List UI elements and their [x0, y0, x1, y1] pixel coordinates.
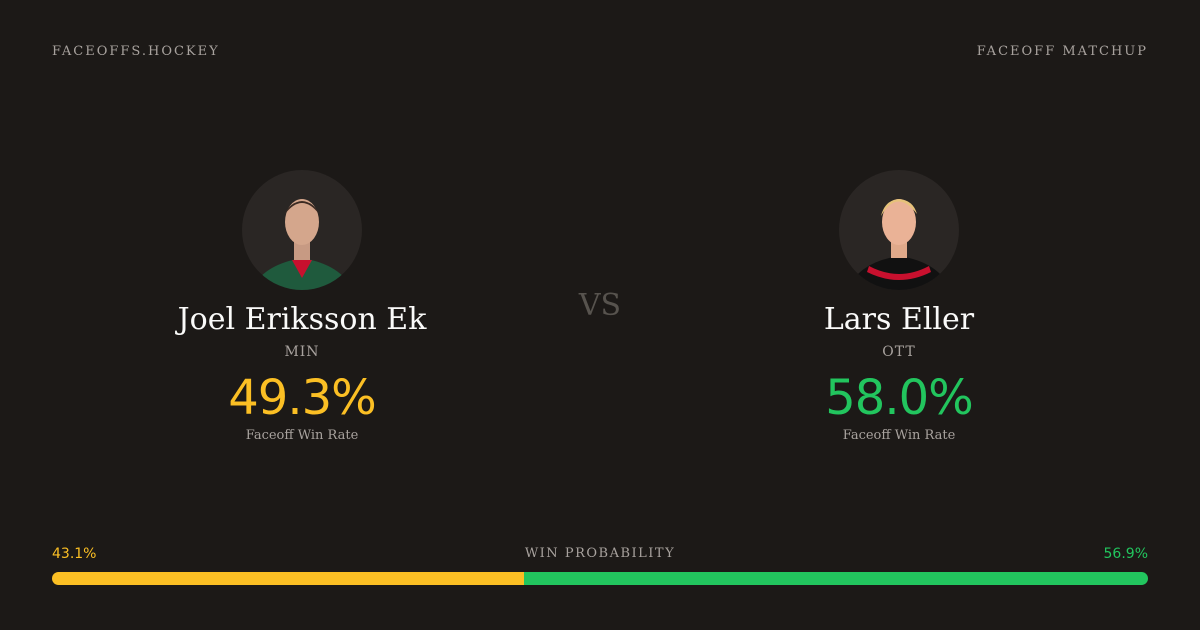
player-team: MIN	[284, 344, 320, 360]
player-rate: 49.3%	[228, 370, 376, 426]
player-rate: 58.0%	[825, 370, 973, 426]
player-team: OTT	[882, 344, 916, 360]
player-name: Joel Eriksson Ek	[177, 302, 427, 337]
player-name: Lars Eller	[823, 302, 975, 337]
versus: VS	[578, 288, 622, 323]
player-photo	[242, 170, 362, 290]
rate-label: Faceoff Win Rate	[842, 428, 956, 443]
probability-segment	[52, 572, 525, 585]
probability-bar	[52, 572, 1148, 585]
right-probability: 56.9%	[1103, 546, 1148, 562]
rate-label: Faceoff Win Rate	[245, 428, 359, 443]
probability-title: WIN PROBABILITY	[524, 546, 676, 561]
probability-segment	[524, 572, 1148, 585]
player-photo	[839, 170, 959, 290]
player-left: Joel Eriksson Ek MIN 49.3% Faceoff Win R…	[102, 170, 502, 443]
card-tag: FACEOFF MATCHUP	[976, 44, 1148, 59]
left-probability: 43.1%	[52, 546, 97, 562]
site-name: FACEOFFS.HOCKEY	[52, 44, 220, 59]
player-right: Lars Eller OTT 58.0% Faceoff Win Rate	[699, 170, 1099, 443]
